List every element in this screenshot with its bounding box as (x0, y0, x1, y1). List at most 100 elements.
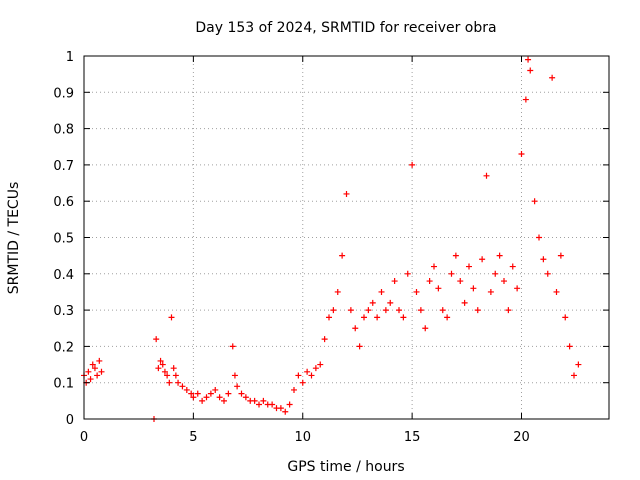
data-point (562, 314, 569, 321)
data-point (396, 307, 402, 314)
data-point (505, 307, 512, 314)
chart-title: Day 153 of 2024, SRMTID for receiver obr… (195, 20, 496, 36)
data-point (444, 314, 451, 321)
data-point (277, 405, 284, 412)
data-point (175, 379, 182, 386)
data-point (483, 172, 490, 179)
data-point (161, 368, 168, 375)
data-point (242, 394, 249, 401)
data-point (155, 365, 162, 372)
data-points (81, 56, 582, 422)
data-point (291, 386, 297, 393)
data-point (479, 256, 486, 263)
y-tick-label: 0.3 (53, 304, 74, 319)
data-point (571, 372, 577, 379)
data-point (466, 263, 472, 270)
y-tick-label: 0.7 (53, 159, 74, 174)
data-point (89, 361, 96, 368)
data-point (492, 270, 499, 277)
data-point (203, 394, 210, 401)
data-point (91, 365, 98, 372)
data-point (431, 263, 437, 270)
data-point (457, 278, 464, 285)
data-point (387, 299, 394, 306)
data-point (413, 288, 420, 295)
x-tick-label: 20 (513, 430, 530, 445)
data-point (87, 376, 94, 383)
data-point (361, 314, 367, 321)
y-tick-label: 0.1 (53, 377, 74, 392)
data-point (221, 397, 227, 404)
data-point (153, 336, 160, 343)
y-tick-label: 0.9 (53, 86, 74, 101)
data-point (352, 325, 359, 332)
axis-ticks: 00.10.20.30.40.50.60.70.80.910 5 10 15 20 (53, 50, 609, 445)
data-point (527, 67, 534, 74)
data-point (509, 263, 516, 270)
data-point (225, 390, 232, 397)
data-point (339, 252, 346, 259)
data-point (326, 314, 332, 321)
data-point (188, 390, 195, 397)
data-point (269, 401, 276, 408)
data-point (531, 198, 538, 205)
data-point (166, 379, 173, 386)
data-point (404, 270, 411, 277)
data-point (321, 336, 328, 343)
data-point (207, 390, 214, 397)
data-point (382, 307, 389, 314)
y-tick-label: 0.4 (53, 268, 74, 283)
x-tick-label: 0 (80, 430, 88, 445)
data-point (553, 288, 560, 295)
data-point (172, 372, 179, 379)
data-point (448, 270, 455, 277)
data-point (487, 288, 494, 295)
y-tick-label: 1 (66, 50, 74, 65)
data-point (330, 307, 337, 314)
data-point (98, 368, 105, 375)
x-tick-label: 5 (189, 430, 197, 445)
data-point (374, 314, 381, 321)
data-point (391, 278, 398, 285)
data-point (417, 307, 424, 314)
data-point (183, 386, 190, 393)
data-point (365, 307, 372, 314)
data-point (549, 74, 556, 81)
y-tick-label: 0 (66, 413, 74, 428)
data-point (170, 365, 177, 372)
data-point (496, 252, 503, 259)
data-point (317, 361, 324, 368)
data-point (422, 325, 429, 332)
y-axis-title: SRMTID / TECUs (6, 182, 22, 295)
y-tick-label: 0.2 (53, 340, 74, 355)
data-point (566, 343, 573, 350)
data-point (514, 285, 521, 292)
data-point (343, 190, 350, 197)
data-point (461, 299, 468, 306)
y-tick-label: 0.6 (53, 195, 74, 210)
x-tick-label: 10 (294, 430, 311, 445)
data-point (286, 401, 293, 408)
data-point (194, 390, 201, 397)
data-point (544, 270, 551, 277)
data-point (212, 386, 219, 393)
data-point (334, 288, 341, 295)
y-tick-label: 0.5 (53, 232, 74, 247)
data-point (470, 285, 477, 292)
data-point (474, 307, 481, 314)
data-point (536, 234, 542, 241)
data-point (518, 151, 525, 158)
data-point (575, 361, 582, 368)
data-point (260, 397, 267, 404)
data-point (426, 278, 433, 285)
data-point (229, 343, 236, 350)
data-point (282, 408, 289, 415)
x-axis-title: GPS time / hours (287, 459, 404, 475)
data-point (231, 372, 238, 379)
data-point (540, 256, 547, 263)
data-point (164, 372, 171, 379)
data-point (304, 368, 311, 375)
data-point (378, 288, 385, 295)
